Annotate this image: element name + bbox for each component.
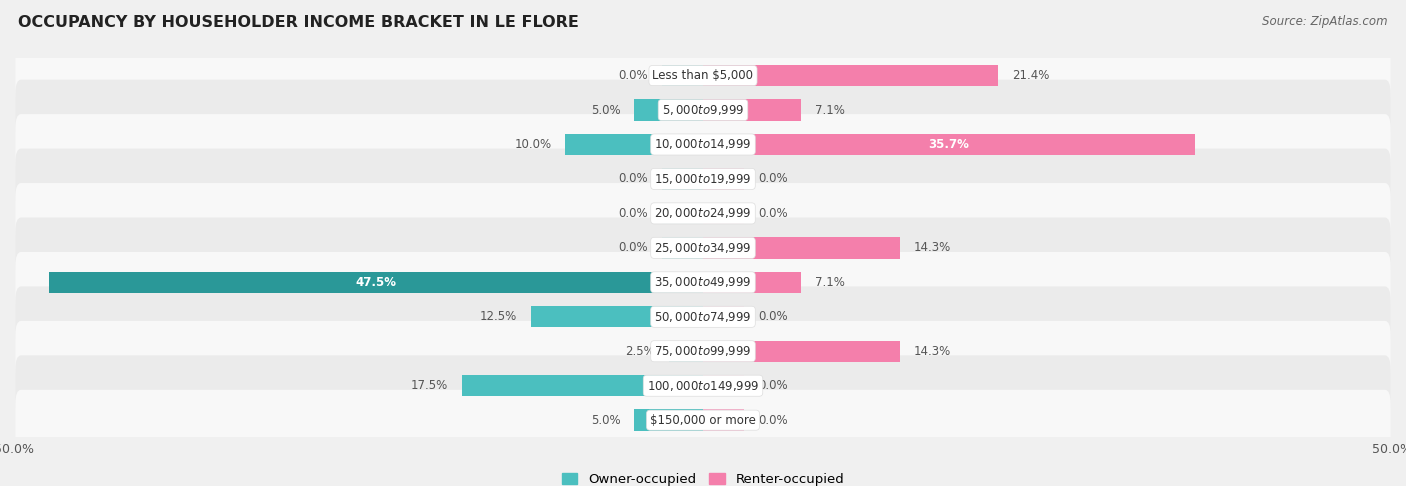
Text: 47.5%: 47.5%: [356, 276, 396, 289]
Bar: [565, 134, 703, 155]
Text: 5.0%: 5.0%: [591, 104, 620, 117]
Text: $25,000 to $34,999: $25,000 to $34,999: [654, 241, 752, 255]
Text: 10.0%: 10.0%: [515, 138, 551, 151]
Bar: [531, 306, 703, 328]
Text: 0.0%: 0.0%: [758, 414, 787, 427]
Text: 7.1%: 7.1%: [814, 276, 845, 289]
Text: 0.0%: 0.0%: [758, 310, 787, 323]
Text: 14.3%: 14.3%: [914, 345, 950, 358]
Text: 17.5%: 17.5%: [411, 379, 449, 392]
FancyBboxPatch shape: [15, 286, 1391, 347]
Bar: [634, 410, 703, 431]
Text: OCCUPANCY BY HOUSEHOLDER INCOME BRACKET IN LE FLORE: OCCUPANCY BY HOUSEHOLDER INCOME BRACKET …: [18, 15, 579, 30]
FancyBboxPatch shape: [15, 218, 1391, 278]
Text: Less than $5,000: Less than $5,000: [652, 69, 754, 82]
Legend: Owner-occupied, Renter-occupied: Owner-occupied, Renter-occupied: [557, 468, 849, 486]
Text: 7.1%: 7.1%: [814, 104, 845, 117]
Bar: [662, 203, 703, 224]
Text: 0.0%: 0.0%: [619, 242, 648, 254]
Bar: [48, 272, 703, 293]
Bar: [703, 134, 1195, 155]
Bar: [703, 410, 744, 431]
Bar: [703, 341, 900, 362]
Text: $50,000 to $74,999: $50,000 to $74,999: [654, 310, 752, 324]
Bar: [703, 168, 744, 190]
Bar: [703, 203, 744, 224]
Bar: [703, 65, 998, 86]
Text: $5,000 to $9,999: $5,000 to $9,999: [662, 103, 744, 117]
FancyBboxPatch shape: [15, 390, 1391, 451]
Text: 0.0%: 0.0%: [619, 173, 648, 186]
Bar: [703, 306, 744, 328]
Text: $100,000 to $149,999: $100,000 to $149,999: [647, 379, 759, 393]
FancyBboxPatch shape: [15, 149, 1391, 209]
Text: 5.0%: 5.0%: [591, 414, 620, 427]
Text: 35.7%: 35.7%: [928, 138, 969, 151]
Text: $35,000 to $49,999: $35,000 to $49,999: [654, 276, 752, 289]
Bar: [662, 237, 703, 259]
Text: 0.0%: 0.0%: [758, 173, 787, 186]
FancyBboxPatch shape: [15, 45, 1391, 106]
Text: $75,000 to $99,999: $75,000 to $99,999: [654, 344, 752, 358]
Text: Source: ZipAtlas.com: Source: ZipAtlas.com: [1263, 15, 1388, 28]
Bar: [662, 65, 703, 86]
Text: 12.5%: 12.5%: [479, 310, 517, 323]
Text: $15,000 to $19,999: $15,000 to $19,999: [654, 172, 752, 186]
Bar: [703, 99, 801, 121]
FancyBboxPatch shape: [15, 114, 1391, 175]
FancyBboxPatch shape: [15, 80, 1391, 140]
Text: $10,000 to $14,999: $10,000 to $14,999: [654, 138, 752, 152]
Text: 0.0%: 0.0%: [619, 69, 648, 82]
Bar: [703, 375, 744, 397]
Text: 2.5%: 2.5%: [626, 345, 655, 358]
Bar: [703, 237, 900, 259]
Text: 0.0%: 0.0%: [758, 207, 787, 220]
Text: 21.4%: 21.4%: [1012, 69, 1049, 82]
FancyBboxPatch shape: [15, 321, 1391, 382]
Text: $20,000 to $24,999: $20,000 to $24,999: [654, 207, 752, 220]
Bar: [662, 168, 703, 190]
FancyBboxPatch shape: [15, 183, 1391, 243]
Text: 14.3%: 14.3%: [914, 242, 950, 254]
Bar: [703, 272, 801, 293]
FancyBboxPatch shape: [15, 355, 1391, 416]
Text: $150,000 or more: $150,000 or more: [650, 414, 756, 427]
Text: 0.0%: 0.0%: [619, 207, 648, 220]
FancyBboxPatch shape: [15, 252, 1391, 312]
Bar: [461, 375, 703, 397]
Text: 0.0%: 0.0%: [758, 379, 787, 392]
Bar: [669, 341, 703, 362]
Bar: [634, 99, 703, 121]
